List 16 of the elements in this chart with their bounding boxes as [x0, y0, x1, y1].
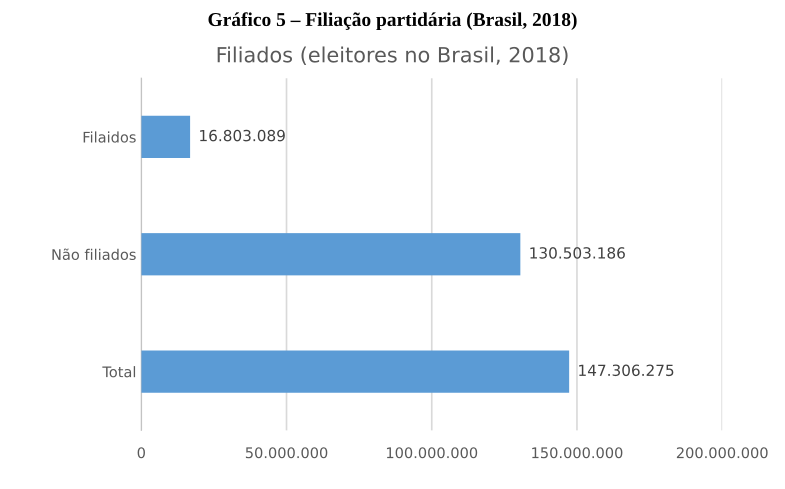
data-label: 130.503.186 [530, 247, 625, 259]
y-tick-label: Total [102, 366, 136, 378]
y-tick-label: Filaidos [84, 131, 136, 143]
y-tick-label: Não filiados [52, 248, 136, 260]
x-tick-label: 200.000.000 [676, 447, 768, 458]
x-tick-label: 0 [138, 447, 145, 458]
data-label: 16.803.089 [200, 130, 285, 142]
bar [141, 116, 190, 158]
chart-subtitle: Filiados (eleitores no Brasil, 2018) [218, 46, 568, 66]
data-label: 147.306.275 [579, 364, 674, 376]
x-tick-label: 50.000.000 [246, 447, 328, 458]
bar [141, 350, 570, 393]
chart-title: Gráfico 5 – Filiação partidária (Brasil, 2018) [208, 12, 577, 30]
bar [141, 233, 520, 276]
x-tick-label: 100.000.000 [386, 447, 478, 458]
x-tick-label: 150.000.000 [532, 447, 622, 458]
